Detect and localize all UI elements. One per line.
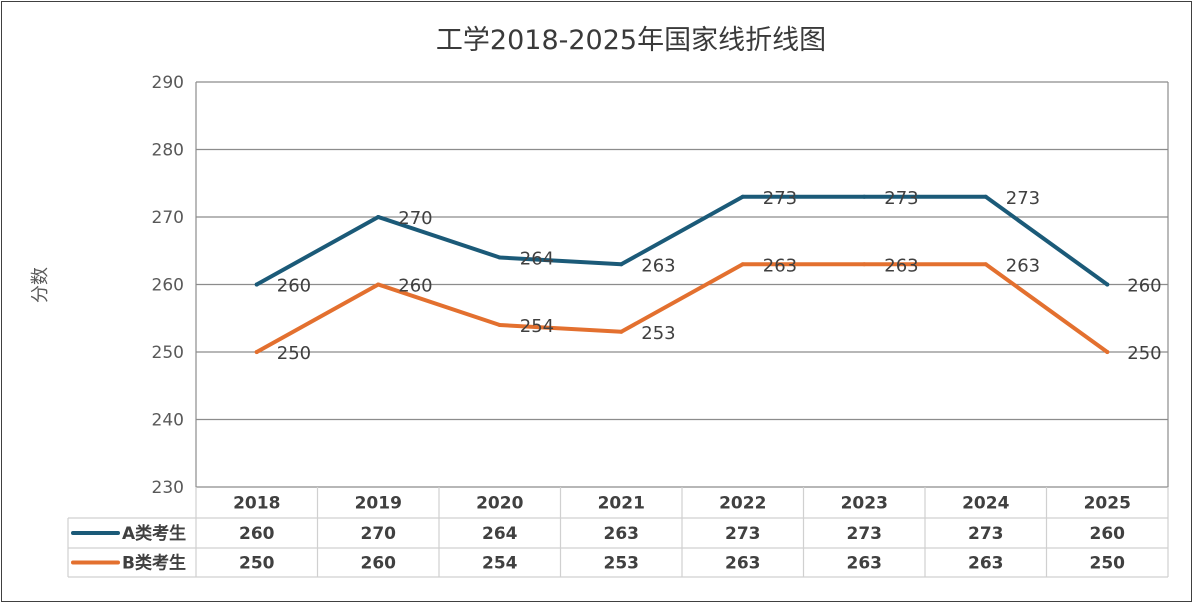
data-point-0-2020 (497, 255, 502, 260)
category-label-2021: 2021 (598, 494, 645, 514)
data-point-0-2025 (1105, 282, 1110, 287)
category-label-2022: 2022 (719, 494, 766, 514)
data-label-layer: 260 270 264 263 273 273 273 260 250 260 254 253 263 2… (277, 188, 1162, 364)
data-point-1-2021 (619, 329, 624, 334)
y-tick-label-270: 270 (152, 208, 184, 228)
data-point-1-2019 (376, 282, 381, 287)
data-label-0-2019: 270 (398, 208, 432, 229)
table-cell-0-2021: 263 (604, 524, 640, 544)
data-label-0-2022: 273 (763, 188, 797, 209)
table-cell-1-2021: 253 (604, 554, 640, 574)
table-cell-1-2020: 254 (482, 554, 518, 574)
category-label-2019: 2019 (355, 494, 402, 514)
data-label-0-2024: 273 (1006, 188, 1040, 209)
data-label-0-2018: 260 (277, 276, 311, 297)
table-cell-1-2025: 250 (1090, 554, 1126, 574)
legend-name-1: B类考生 (122, 553, 186, 574)
y-tick-label-280: 280 (152, 141, 184, 161)
table-cell-0-2019: 270 (361, 524, 397, 544)
y-tick-label-230: 230 (152, 478, 184, 498)
grid-layer: 230 240 250 260 270 280 290 (152, 73, 1169, 498)
data-label-1-2024: 263 (1006, 255, 1040, 276)
category-label-2023: 2023 (841, 494, 888, 514)
data-label-0-2020: 264 (520, 249, 554, 270)
data-point-0-2022 (740, 194, 745, 199)
y-tick-label-240: 240 (152, 411, 184, 431)
y-tick-label-290: 290 (152, 73, 184, 93)
data-label-1-2022: 263 (763, 255, 797, 276)
y-tick-label-250: 250 (152, 343, 184, 363)
category-label-2024: 2024 (962, 494, 1009, 514)
data-point-1-2022 (740, 262, 745, 267)
y-tick-label-260: 260 (152, 276, 184, 296)
table-cell-0-2020: 264 (482, 524, 518, 544)
table-cell-1-2024: 263 (968, 554, 1004, 574)
data-table: 2018 2019 2020 2021 2022 2023 2024 2025 A类考生 260 2… (67, 487, 1169, 578)
chart-title: 工学2018-2025年国家线折线图 (436, 25, 826, 56)
data-label-0-2025: 260 (1127, 276, 1161, 297)
data-label-1-2023: 263 (884, 255, 918, 276)
data-point-0-2018 (254, 282, 259, 287)
table-cell-0-2022: 273 (725, 524, 761, 544)
data-point-1-2023 (862, 262, 867, 267)
data-point-0-2019 (376, 215, 381, 219)
category-label-2018: 2018 (233, 494, 280, 514)
table-cell-1-2022: 263 (725, 554, 761, 574)
data-point-1-2025 (1105, 350, 1110, 354)
data-point-1-2024 (983, 262, 988, 267)
series-line-1 (254, 262, 1110, 354)
table-cell-1-2023: 263 (847, 554, 883, 574)
table-cell-0-2024: 273 (968, 524, 1004, 544)
data-label-0-2023: 273 (884, 188, 918, 209)
data-label-0-2021: 263 (641, 255, 675, 276)
table-cell-0-2018: 260 (239, 524, 275, 544)
data-label-1-2020: 254 (520, 316, 554, 337)
category-label-2020: 2020 (476, 494, 523, 514)
data-point-1-2018 (254, 350, 259, 354)
table-cell-0-2023: 273 (847, 524, 883, 544)
table-cell-0-2025: 260 (1090, 524, 1126, 544)
series-layer (254, 194, 1110, 354)
data-point-0-2024 (983, 194, 988, 199)
data-point-0-2021 (619, 262, 624, 267)
data-label-1-2018: 250 (277, 343, 311, 364)
data-point-0-2023 (862, 194, 867, 199)
y-axis-label: 分数 (30, 267, 51, 303)
category-label-2025: 2025 (1084, 494, 1131, 514)
data-point-1-2020 (497, 323, 502, 327)
table-cell-1-2019: 260 (361, 554, 397, 574)
data-label-1-2025: 250 (1127, 343, 1161, 364)
data-label-1-2019: 260 (398, 276, 432, 297)
legend-name-0: A类考生 (122, 523, 186, 544)
data-label-1-2021: 253 (641, 323, 675, 344)
table-cell-1-2018: 250 (239, 554, 275, 574)
series-line-0 (254, 194, 1110, 287)
